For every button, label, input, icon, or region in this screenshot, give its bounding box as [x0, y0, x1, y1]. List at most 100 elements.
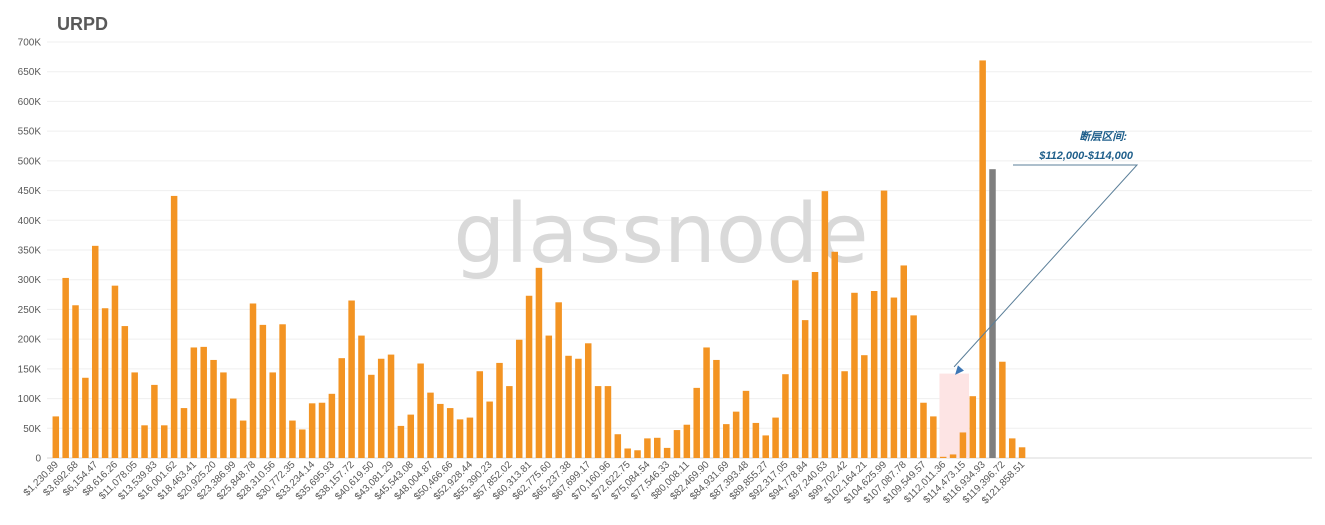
bar — [121, 326, 129, 458]
bar — [634, 450, 641, 458]
bar — [614, 434, 622, 458]
x-axis: $1,230.89$3,692.68$6,154.47$8,616.26$11,… — [22, 459, 1028, 506]
annotation-label-line1: 断层区间: — [1079, 130, 1127, 143]
y-tick-label: 300K — [18, 275, 42, 286]
bar — [831, 251, 838, 458]
bar — [387, 354, 395, 458]
bar — [703, 347, 710, 458]
bar — [654, 437, 661, 458]
bar — [969, 396, 977, 458]
y-tick-label: 500K — [18, 156, 42, 167]
bar — [890, 297, 898, 458]
bar — [870, 291, 878, 458]
bar — [693, 387, 700, 458]
gap-annotation: 断层区间: $112,000-$114,000 — [953, 130, 1139, 375]
bar — [545, 335, 553, 458]
bar — [82, 377, 89, 458]
bar — [880, 190, 888, 459]
bar — [377, 358, 385, 458]
bar — [348, 300, 355, 458]
bar — [91, 245, 99, 458]
bar — [328, 393, 336, 458]
bar — [446, 408, 454, 458]
bar — [190, 347, 198, 458]
bar — [604, 386, 612, 458]
bar — [210, 359, 217, 458]
watermark-text: glassnode — [453, 187, 868, 282]
bar — [486, 401, 493, 458]
bar — [959, 432, 967, 458]
y-tick-label: 600K — [18, 97, 42, 108]
bar — [131, 372, 138, 458]
bar — [723, 424, 730, 458]
bar — [466, 417, 474, 458]
bar — [792, 280, 799, 458]
bar — [525, 295, 533, 458]
bar — [506, 386, 513, 458]
bar — [259, 324, 267, 458]
bar — [762, 435, 769, 458]
bar — [1018, 447, 1026, 458]
bar — [801, 320, 809, 458]
bar — [417, 363, 424, 458]
bar — [663, 447, 671, 458]
bar — [861, 355, 868, 458]
bar — [52, 416, 60, 458]
bar — [821, 191, 829, 458]
bar — [358, 335, 365, 458]
bar — [594, 386, 602, 458]
bar — [456, 419, 464, 458]
bar — [624, 448, 631, 458]
bar — [151, 384, 158, 458]
bar — [308, 403, 316, 458]
bar — [752, 422, 760, 458]
bar — [742, 390, 750, 458]
y-tick-label: 100K — [18, 394, 42, 405]
bar — [289, 420, 296, 458]
y-axis: 0 50K 100K 150K 200K 250K 300K 350K 400K 450K 500K… — [18, 38, 42, 465]
bar — [111, 285, 119, 458]
bar — [851, 292, 858, 458]
y-tick-label: 700K — [18, 38, 42, 49]
bar — [644, 438, 651, 458]
bar — [584, 343, 592, 458]
annotation-label-line2: $112,000-$114,000 — [1038, 150, 1134, 162]
chart-title: URPD — [57, 14, 109, 34]
bar — [949, 454, 957, 458]
y-tick-label: 250K — [18, 305, 42, 316]
y-tick-label: 550K — [18, 127, 42, 138]
bar — [437, 403, 444, 458]
bar — [397, 425, 405, 458]
bars — [52, 60, 1026, 459]
bar — [279, 324, 286, 458]
y-tick-label: 400K — [18, 216, 42, 227]
bar — [407, 414, 415, 458]
bar — [811, 271, 819, 458]
bar — [249, 303, 257, 458]
bar — [782, 374, 789, 458]
bar — [555, 302, 562, 458]
bar — [368, 374, 375, 458]
bar — [939, 456, 947, 458]
annotation-arrowhead — [955, 365, 964, 375]
bar — [732, 411, 740, 458]
bar — [910, 315, 917, 458]
bar — [318, 402, 326, 458]
bar — [772, 417, 779, 458]
bar — [141, 425, 148, 458]
bar — [230, 398, 237, 458]
y-tick-label: 650K — [18, 67, 42, 78]
bar — [900, 265, 908, 458]
bar — [496, 362, 503, 458]
current-price-bar — [989, 169, 996, 459]
bar — [1008, 438, 1016, 458]
bar — [269, 372, 276, 458]
bar — [535, 267, 543, 458]
bar — [841, 371, 848, 458]
bar — [930, 416, 937, 458]
bar — [161, 425, 168, 458]
bar — [62, 277, 69, 458]
bar — [239, 420, 247, 458]
bar — [200, 346, 207, 458]
